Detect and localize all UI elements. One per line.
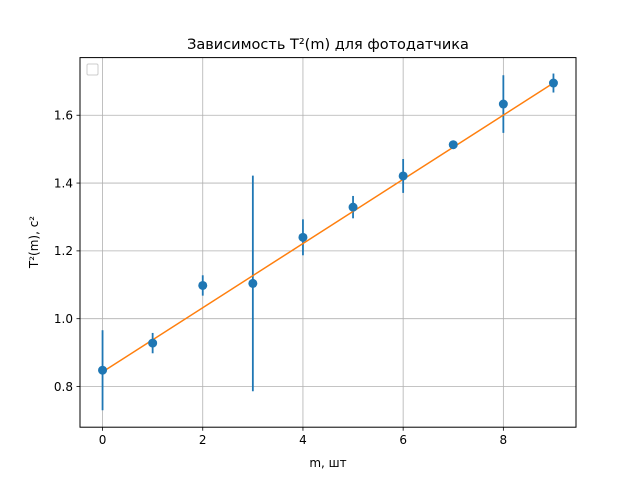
data-point <box>98 365 108 375</box>
y-tick-label: 1.0 <box>54 312 73 326</box>
data-point <box>348 202 358 212</box>
y-tick-label: 1.6 <box>54 109 73 123</box>
data-point <box>498 99 508 109</box>
y-tick-label: 1.2 <box>54 244 73 258</box>
legend-box <box>86 63 99 76</box>
data-point <box>298 232 308 242</box>
plot-frame <box>79 57 577 428</box>
x-axis-label: m, шт <box>309 456 346 470</box>
data-point <box>548 78 558 88</box>
data-point <box>248 278 258 288</box>
y-tick-label: 0.8 <box>54 380 73 394</box>
fit-line <box>102 82 554 373</box>
x-tick-label: 6 <box>399 433 407 447</box>
y-axis-label: T²(m), с² <box>27 216 41 269</box>
data-point <box>148 338 158 348</box>
x-tick-label: 8 <box>500 433 508 447</box>
x-tick-label: 4 <box>299 433 307 447</box>
x-tick-label: 2 <box>199 433 207 447</box>
data-point <box>398 171 408 181</box>
ticks: 0 2 4 6 8 0.8 1.0 1.2 1.4 1.6 <box>54 109 507 448</box>
x-tick-label: 0 <box>99 433 107 447</box>
data-series <box>98 73 558 411</box>
data-point <box>198 280 208 290</box>
data-point <box>448 140 458 150</box>
chart-title: Зависимость T²(m) для фотодатчика <box>187 37 469 53</box>
y-tick-label: 1.4 <box>54 176 73 190</box>
